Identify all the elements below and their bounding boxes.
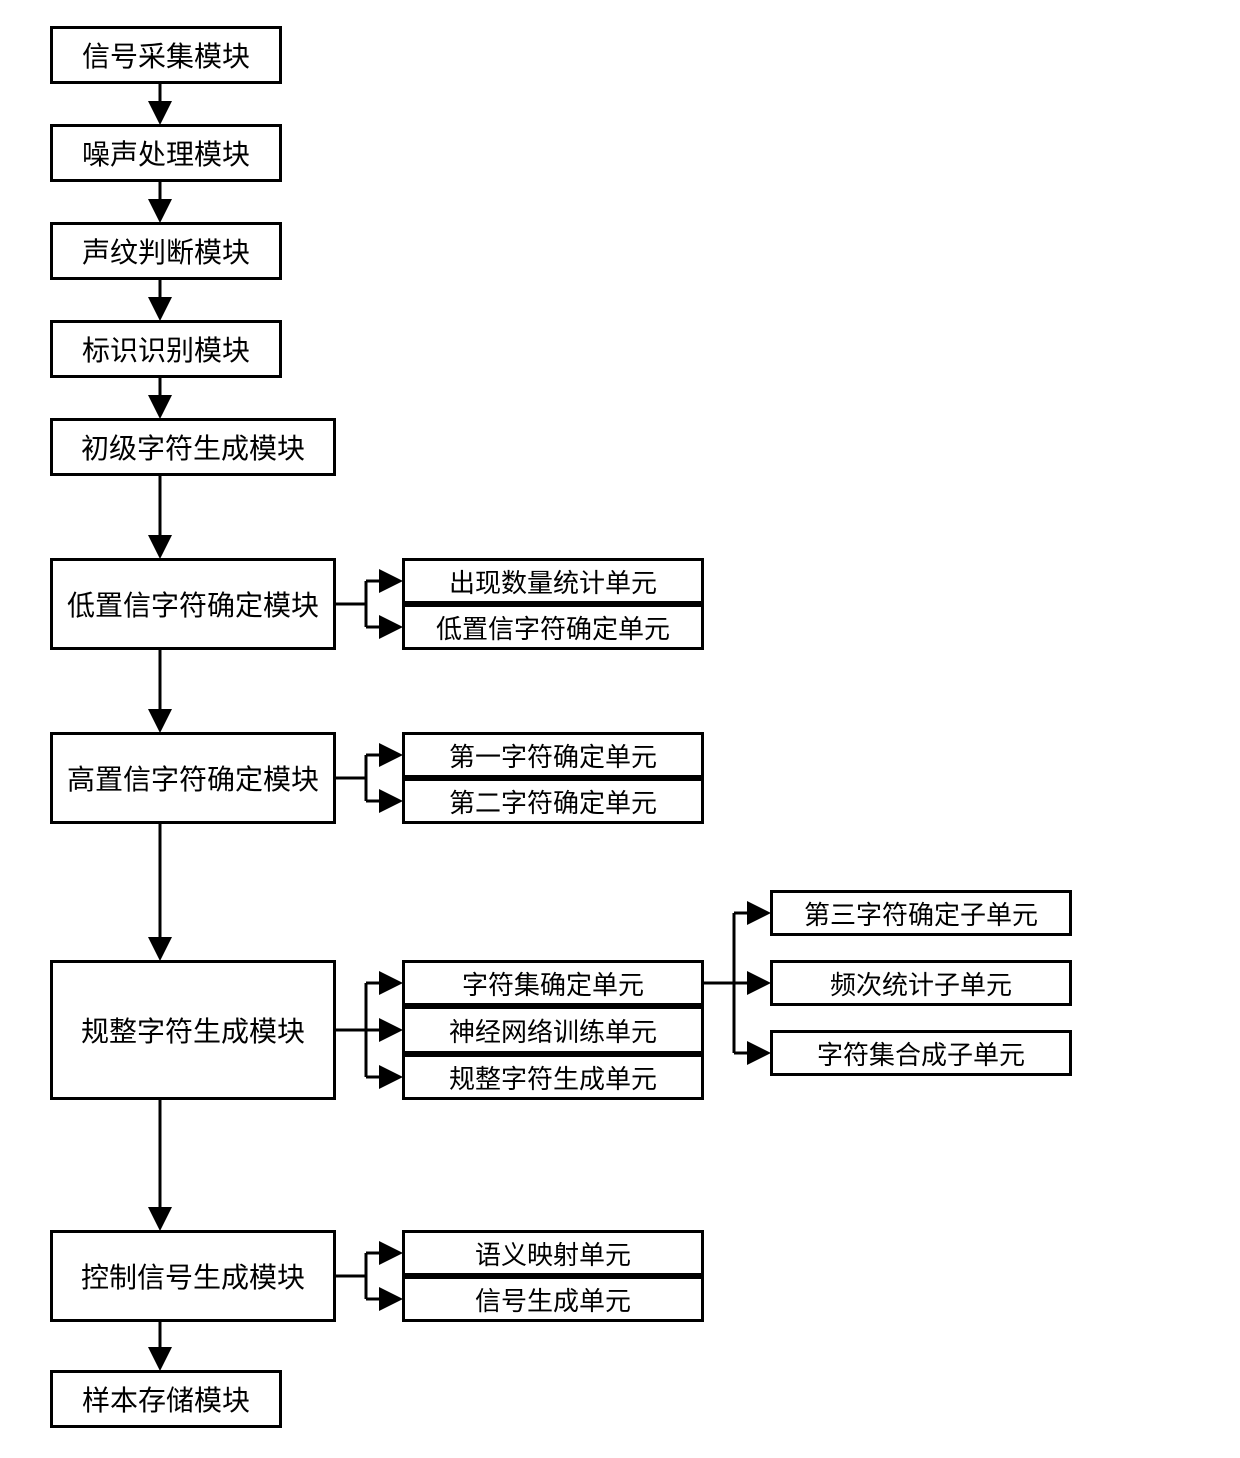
node-label: 规整字符生成模块 (81, 1010, 305, 1050)
flow-node-n2: 噪声处理模块 (50, 124, 282, 182)
flow-node-n7: 高置信字符确定模块 (50, 732, 336, 824)
node-label: 规整字符生成单元 (449, 1059, 657, 1096)
flow-node-s7a: 第一字符确定单元 (402, 732, 704, 778)
flow-node-s6a: 出现数量统计单元 (402, 558, 704, 604)
node-label: 初级字符生成模块 (81, 427, 305, 467)
node-label: 语义映射单元 (475, 1235, 631, 1272)
node-label: 高置信字符确定模块 (67, 758, 319, 798)
flow-node-n9: 控制信号生成模块 (50, 1230, 336, 1322)
flow-node-s8c: 规整字符生成单元 (402, 1054, 704, 1100)
node-label: 频次统计子单元 (830, 965, 1012, 1002)
flow-node-n10: 样本存储模块 (50, 1370, 282, 1428)
flow-node-n5: 初级字符生成模块 (50, 418, 336, 476)
node-label: 字符集确定单元 (462, 965, 644, 1002)
flow-node-s8a: 字符集确定单元 (402, 960, 704, 1006)
node-label: 信号生成单元 (475, 1281, 631, 1318)
flow-node-s9b: 信号生成单元 (402, 1276, 704, 1322)
node-label: 低置信字符确定模块 (67, 584, 319, 624)
flow-node-n1: 信号采集模块 (50, 26, 282, 84)
flow-node-t2: 频次统计子单元 (770, 960, 1072, 1006)
flow-node-t3: 字符集合成子单元 (770, 1030, 1072, 1076)
node-label: 噪声处理模块 (82, 133, 250, 173)
flow-node-s8b: 神经网络训练单元 (402, 1006, 704, 1054)
node-label: 第二字符确定单元 (449, 783, 657, 820)
node-label: 样本存储模块 (82, 1379, 250, 1419)
flow-node-n4: 标识识别模块 (50, 320, 282, 378)
node-label: 字符集合成子单元 (817, 1035, 1025, 1072)
node-label: 声纹判断模块 (82, 231, 250, 271)
node-label: 低置信字符确定单元 (436, 609, 670, 646)
node-label: 标识识别模块 (82, 329, 250, 369)
flow-node-n6: 低置信字符确定模块 (50, 558, 336, 650)
flow-node-n3: 声纹判断模块 (50, 222, 282, 280)
flow-node-t1: 第三字符确定子单元 (770, 890, 1072, 936)
flow-node-n8: 规整字符生成模块 (50, 960, 336, 1100)
flow-node-s7b: 第二字符确定单元 (402, 778, 704, 824)
node-label: 神经网络训练单元 (449, 1012, 657, 1049)
flow-node-s9a: 语义映射单元 (402, 1230, 704, 1276)
node-label: 第一字符确定单元 (449, 737, 657, 774)
node-label: 第三字符确定子单元 (804, 895, 1038, 932)
node-label: 出现数量统计单元 (449, 563, 657, 600)
node-label: 控制信号生成模块 (81, 1256, 305, 1296)
node-label: 信号采集模块 (82, 35, 250, 75)
flow-node-s6b: 低置信字符确定单元 (402, 604, 704, 650)
